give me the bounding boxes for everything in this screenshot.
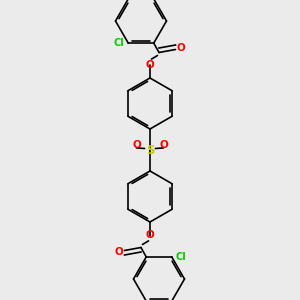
Text: O: O bbox=[115, 247, 124, 257]
Text: O: O bbox=[132, 140, 141, 151]
Text: O: O bbox=[159, 140, 168, 151]
Text: O: O bbox=[176, 43, 185, 53]
Text: O: O bbox=[146, 230, 154, 241]
Text: Cl: Cl bbox=[114, 38, 124, 48]
Text: O: O bbox=[146, 59, 154, 70]
Text: Cl: Cl bbox=[176, 252, 186, 262]
Text: S: S bbox=[146, 143, 154, 157]
